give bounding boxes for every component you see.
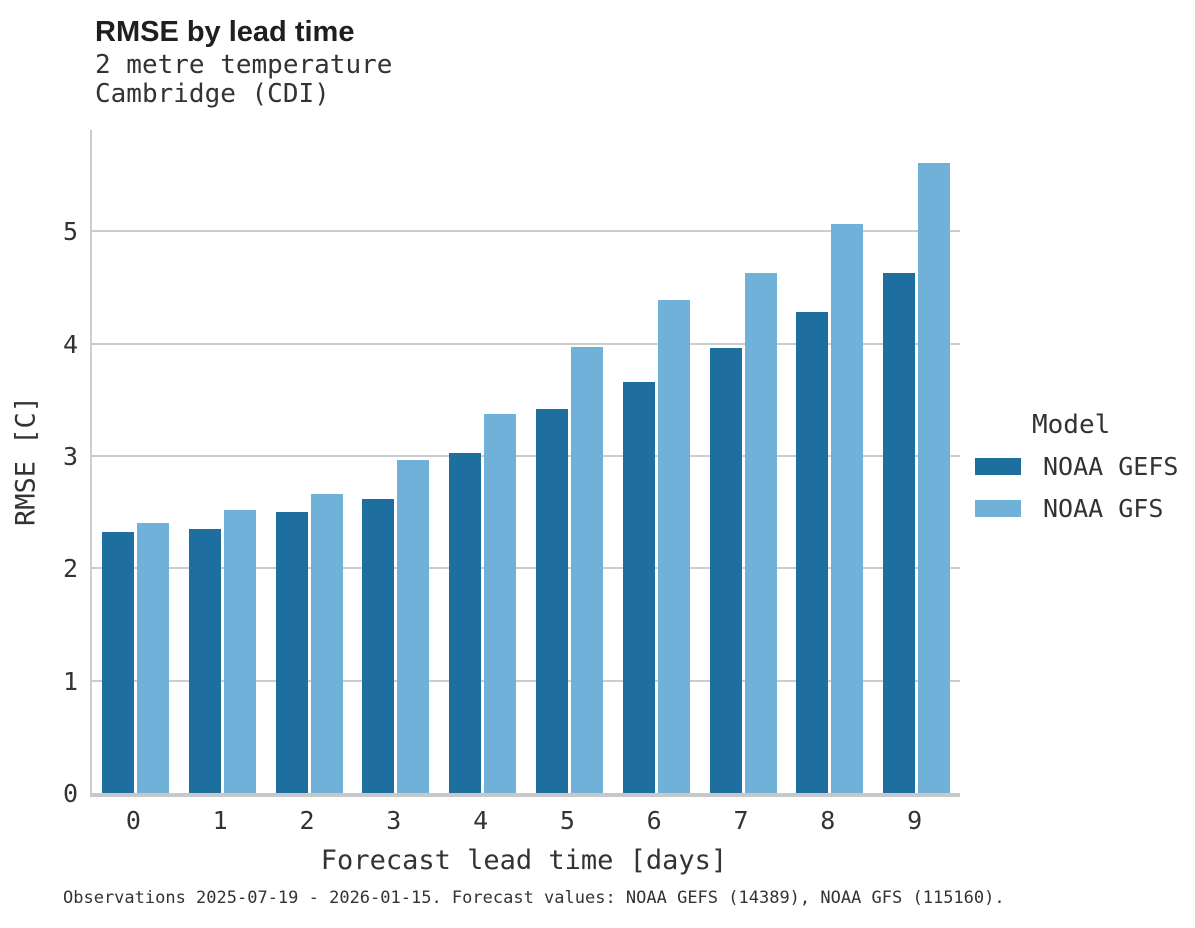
x-tick-label-0: 0 bbox=[125, 806, 141, 835]
x-tick-label-5: 5 bbox=[559, 806, 575, 835]
bar-noaa-gfs-lead-6 bbox=[657, 299, 690, 793]
x-tick-label-4: 4 bbox=[473, 806, 489, 835]
chart-subtitle-variable: 2 metre temperature bbox=[95, 50, 393, 80]
x-tick-label-6: 6 bbox=[646, 806, 662, 835]
y-tick-label-4: 4 bbox=[62, 329, 78, 359]
bar-noaa-gfs-lead-1 bbox=[223, 509, 256, 793]
y-tick-label-3: 3 bbox=[62, 441, 78, 471]
bar-noaa-gefs-lead-8 bbox=[796, 312, 829, 793]
bar-noaa-gefs-lead-9 bbox=[883, 272, 916, 793]
legend: Model NOAA GEFS NOAA GFS bbox=[968, 410, 1193, 536]
gridline-y5 bbox=[92, 230, 960, 233]
footnote-caption: Observations 2025-07-19 - 2026-01-15. Fo… bbox=[63, 888, 1005, 908]
legend-item-noaa-gfs: NOAA GFS bbox=[968, 494, 1193, 523]
bar-noaa-gfs-lead-5 bbox=[570, 346, 603, 793]
gridline-y4 bbox=[92, 342, 960, 345]
bar-noaa-gefs-lead-7 bbox=[709, 348, 742, 793]
gridline-y1 bbox=[92, 679, 960, 682]
gridline-y3 bbox=[92, 454, 960, 457]
bar-noaa-gfs-lead-7 bbox=[744, 272, 777, 793]
y-tick-label-5: 5 bbox=[62, 217, 78, 247]
y-tick-label-0: 0 bbox=[62, 779, 78, 808]
bar-noaa-gefs-lead-6 bbox=[622, 381, 655, 793]
x-tick-label-8: 8 bbox=[820, 806, 836, 835]
bar-noaa-gfs-lead-4 bbox=[484, 414, 517, 793]
bar-noaa-gefs-lead-5 bbox=[535, 408, 568, 793]
bar-noaa-gfs-lead-3 bbox=[397, 460, 430, 793]
gridline-y2 bbox=[92, 567, 960, 570]
legend-swatch-noaa-gefs bbox=[975, 458, 1021, 475]
chart-subtitle-location: Cambridge (CDI) bbox=[95, 79, 330, 109]
y-tick-label-2: 2 bbox=[62, 554, 78, 584]
legend-label-noaa-gfs: NOAA GFS bbox=[1043, 494, 1164, 523]
x-axis-label: Forecast lead time [days] bbox=[320, 845, 728, 876]
bar-noaa-gfs-lead-2 bbox=[310, 494, 343, 793]
x-tick-label-3: 3 bbox=[386, 806, 402, 835]
legend-label-noaa-gefs: NOAA GEFS bbox=[1043, 452, 1179, 481]
x-tick-label-7: 7 bbox=[733, 806, 749, 835]
x-tick-label-9: 9 bbox=[907, 806, 923, 835]
bar-noaa-gfs-lead-8 bbox=[831, 224, 864, 793]
bar-noaa-gefs-lead-2 bbox=[275, 512, 308, 793]
chart-title: RMSE by lead time bbox=[95, 16, 355, 48]
legend-title: Model bbox=[1032, 410, 1111, 440]
bar-noaa-gefs-lead-0 bbox=[101, 532, 134, 793]
bar-noaa-gfs-lead-9 bbox=[918, 162, 951, 793]
bar-noaa-gfs-lead-0 bbox=[136, 523, 169, 793]
x-tick-label-2: 2 bbox=[299, 806, 315, 835]
legend-swatch-noaa-gfs bbox=[975, 500, 1021, 517]
x-tick-label-1: 1 bbox=[212, 806, 228, 835]
legend-item-noaa-gefs: NOAA GEFS bbox=[968, 452, 1193, 481]
plot-area bbox=[90, 130, 960, 797]
bar-noaa-gefs-lead-3 bbox=[362, 498, 395, 793]
bar-noaa-gefs-lead-4 bbox=[449, 452, 482, 793]
bar-noaa-gefs-lead-1 bbox=[188, 528, 221, 793]
y-tick-label-1: 1 bbox=[62, 666, 78, 696]
